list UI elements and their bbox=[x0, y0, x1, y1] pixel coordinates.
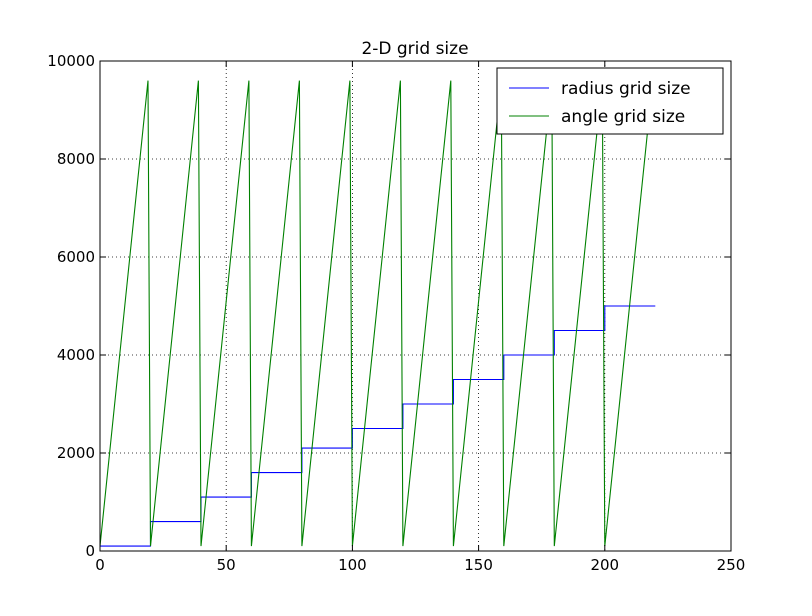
x-tick-label: 150 bbox=[464, 556, 493, 574]
chart-title: 2-D grid size bbox=[361, 39, 468, 59]
x-tick-label: 250 bbox=[717, 556, 746, 574]
y-tick-label: 2000 bbox=[57, 444, 95, 462]
y-tick-label: 0 bbox=[85, 542, 95, 560]
y-tick-label: 4000 bbox=[57, 346, 95, 364]
legend-label-1: angle grid size bbox=[561, 107, 685, 127]
x-tick-label: 0 bbox=[95, 556, 105, 574]
axis-ticks: 0 50 100 150 200 250 0 2000 4000 6000 8000 10000 bbox=[47, 52, 745, 574]
series-layer bbox=[100, 80, 656, 547]
x-tick-label: 200 bbox=[590, 556, 619, 574]
y-tick-label: 10000 bbox=[47, 52, 95, 70]
x-tick-label: 100 bbox=[338, 556, 367, 574]
plot-frame bbox=[99, 60, 732, 552]
x-tick-label: 50 bbox=[217, 556, 236, 574]
legend-label-0: radius grid size bbox=[561, 79, 691, 99]
y-tick-label: 8000 bbox=[57, 150, 95, 168]
legend-box bbox=[496, 67, 724, 135]
series-line-1 bbox=[100, 80, 654, 547]
legend: radius grid size angle grid size bbox=[496, 67, 724, 135]
y-tick-label: 6000 bbox=[57, 248, 95, 266]
